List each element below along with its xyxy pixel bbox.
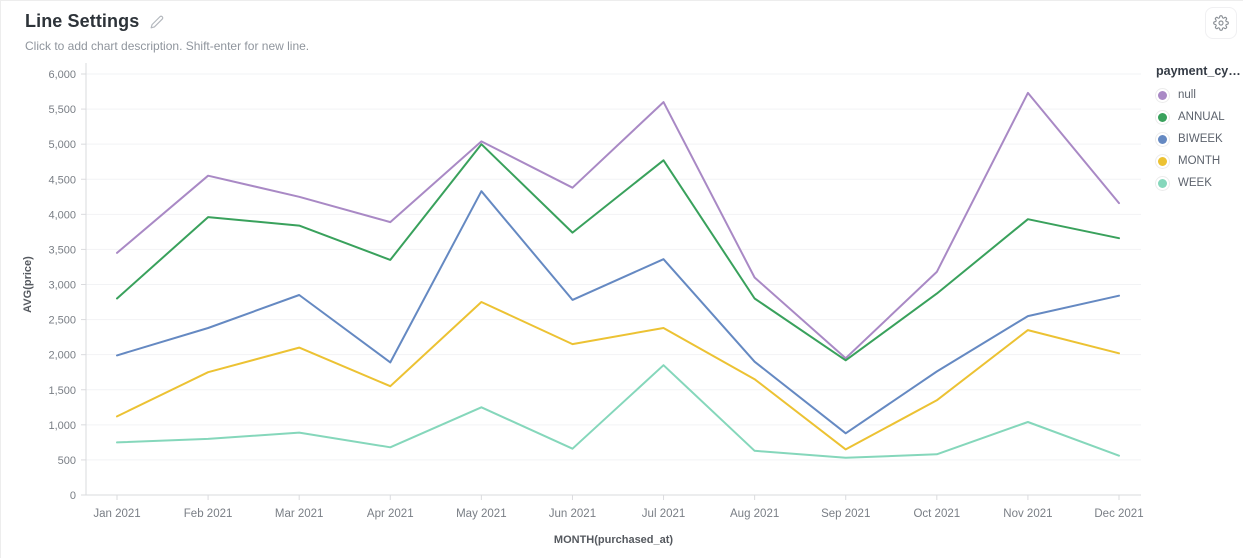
series-line-MONTH[interactable] bbox=[116, 301, 1120, 451]
legend: payment_cy… null ANNUAL BIWEEK MONTH WEEK bbox=[1156, 64, 1242, 199]
y-tick-label: 3,000 bbox=[48, 280, 76, 292]
legend-items: null ANNUAL BIWEEK MONTH WEEK bbox=[1156, 89, 1242, 189]
legend-item-label: BIWEEK bbox=[1178, 133, 1223, 145]
legend-item-label: MONTH bbox=[1178, 155, 1221, 167]
y-tick-label: 0 bbox=[70, 490, 76, 502]
x-tick-label: Oct 2021 bbox=[913, 508, 960, 520]
legend-dot bbox=[1158, 134, 1167, 144]
legend-item-label: WEEK bbox=[1178, 177, 1212, 189]
y-tick-label: 3,500 bbox=[48, 244, 76, 256]
legend-title: payment_cy… bbox=[1156, 64, 1241, 78]
y-tick-label: 4,500 bbox=[48, 174, 76, 186]
settings-button[interactable] bbox=[1205, 7, 1237, 39]
series-line-BIWEEK[interactable] bbox=[116, 190, 1120, 435]
legend-dot bbox=[1158, 156, 1167, 166]
x-tick-label: Aug 2021 bbox=[730, 508, 779, 520]
y-tick-label: 500 bbox=[58, 455, 76, 467]
x-tick-label: Feb 2021 bbox=[184, 508, 233, 520]
legend-dot bbox=[1158, 112, 1167, 122]
y-tick-label: 1,000 bbox=[48, 420, 76, 432]
x-tick-label: Jul 2021 bbox=[642, 508, 685, 520]
y-tick-label: 1,500 bbox=[48, 385, 76, 397]
series-line-WEEK[interactable] bbox=[116, 364, 1120, 459]
legend-item-label: ANNUAL bbox=[1178, 111, 1225, 123]
y-tick-label: 6,000 bbox=[48, 69, 76, 81]
y-tick-label: 2,500 bbox=[48, 315, 76, 327]
y-tick-label: 4,000 bbox=[48, 209, 76, 221]
x-tick-label: Dec 2021 bbox=[1094, 508, 1143, 520]
y-axis-title: AVG(price) bbox=[22, 256, 34, 313]
legend-item-label: null bbox=[1178, 89, 1196, 101]
x-tick-label: Apr 2021 bbox=[367, 508, 414, 520]
x-axis-title: MONTH(purchased_at) bbox=[554, 534, 674, 546]
legend-item-null[interactable]: null bbox=[1156, 89, 1242, 101]
legend-item-ANNUAL[interactable]: ANNUAL bbox=[1156, 111, 1242, 123]
x-tick-label: Sep 2021 bbox=[821, 508, 870, 520]
x-tick-label: Jan 2021 bbox=[93, 508, 140, 520]
legend-item-MONTH[interactable]: MONTH bbox=[1156, 155, 1242, 167]
legend-item-WEEK[interactable]: WEEK bbox=[1156, 177, 1242, 189]
x-tick-label: Jun 2021 bbox=[549, 508, 596, 520]
legend-item-BIWEEK[interactable]: BIWEEK bbox=[1156, 133, 1242, 145]
chart-description-placeholder[interactable]: Click to add chart description. Shift-en… bbox=[25, 39, 310, 53]
legend-dot bbox=[1158, 178, 1167, 188]
gear-icon bbox=[1213, 15, 1229, 31]
series-line-ANNUAL[interactable] bbox=[116, 143, 1120, 362]
x-tick-label: May 2021 bbox=[456, 508, 507, 520]
y-tick-label: 2,000 bbox=[48, 350, 76, 362]
pencil-icon[interactable] bbox=[150, 15, 164, 29]
page-title[interactable]: Line Settings bbox=[25, 11, 140, 31]
y-tick-label: 5,000 bbox=[48, 139, 76, 151]
legend-dot bbox=[1158, 90, 1167, 100]
series-line-null[interactable] bbox=[116, 91, 1120, 360]
y-tick-label: 5,500 bbox=[48, 104, 76, 116]
x-tick-label: Mar 2021 bbox=[275, 508, 324, 520]
card-header: Line Settings Click to add chart descrip… bbox=[25, 11, 309, 53]
x-tick-label: Nov 2021 bbox=[1003, 508, 1052, 520]
